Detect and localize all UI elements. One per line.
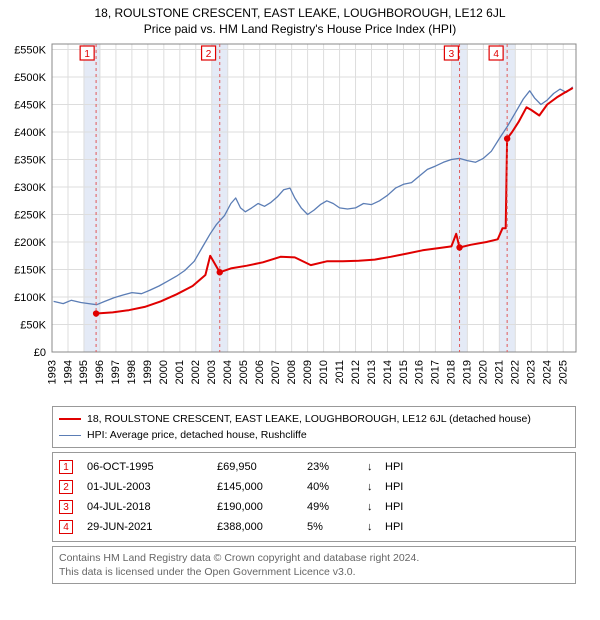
sale-date: 01-JUL-2003 — [87, 481, 217, 493]
svg-text:2015: 2015 — [398, 360, 410, 384]
sale-pct: 23% — [307, 461, 367, 473]
legend: 18, ROULSTONE CRESCENT, EAST LEAKE, LOUG… — [52, 406, 576, 448]
svg-text:2019: 2019 — [462, 360, 474, 384]
svg-text:2023: 2023 — [526, 360, 538, 384]
sale-marker: 4 — [59, 520, 73, 534]
svg-text:2013: 2013 — [366, 360, 378, 384]
down-arrow-icon: ↓ — [367, 481, 385, 493]
sale-pct: 40% — [307, 481, 367, 493]
sale-date: 29-JUN-2021 — [87, 521, 217, 533]
sale-pct: 5% — [307, 521, 367, 533]
svg-text:2006: 2006 — [254, 360, 266, 384]
sale-date: 04-JUL-2018 — [87, 501, 217, 513]
svg-text:2021: 2021 — [494, 360, 506, 384]
svg-text:2016: 2016 — [414, 360, 426, 384]
svg-text:1999: 1999 — [142, 360, 154, 384]
chart-title-address: 18, ROULSTONE CRESCENT, EAST LEAKE, LOUG… — [10, 6, 590, 20]
svg-text:2004: 2004 — [222, 360, 234, 384]
svg-text:2010: 2010 — [318, 360, 330, 384]
svg-text:2022: 2022 — [510, 360, 522, 384]
svg-text:2012: 2012 — [350, 360, 362, 384]
line-chart: £0 £50K £100K £150K £200K £250K £300K £350K £400… — [0, 38, 600, 398]
svg-text:1994: 1994 — [62, 360, 74, 384]
hpi-label: HPI — [385, 521, 415, 533]
svg-text:2002: 2002 — [190, 360, 202, 384]
svg-text:2000: 2000 — [158, 360, 170, 384]
svg-text:2009: 2009 — [302, 360, 314, 384]
sale-marker: 3 — [59, 500, 73, 514]
svg-text:2020: 2020 — [478, 360, 490, 384]
sale-price: £145,000 — [217, 481, 307, 493]
svg-text:£350K: £350K — [14, 155, 46, 167]
sales-row: 1 06-OCT-1995£69,95023%↓HPI — [59, 457, 569, 477]
svg-text:£450K: £450K — [14, 100, 46, 112]
svg-text:£500K: £500K — [14, 72, 46, 84]
svg-text:2007: 2007 — [270, 360, 282, 384]
svg-text:1: 1 — [84, 49, 90, 60]
svg-text:2017: 2017 — [430, 360, 442, 384]
sale-price: £388,000 — [217, 521, 307, 533]
svg-text:£250K: £250K — [14, 210, 46, 222]
svg-text:£150K: £150K — [14, 265, 46, 277]
svg-text:4: 4 — [493, 49, 499, 60]
svg-text:£50K: £50K — [20, 320, 46, 332]
svg-text:£100K: £100K — [14, 292, 46, 304]
sale-date: 06-OCT-1995 — [87, 461, 217, 473]
svg-text:2018: 2018 — [446, 360, 458, 384]
sale-marker: 1 — [59, 460, 73, 474]
sale-pct: 49% — [307, 501, 367, 513]
sale-marker: 2 — [59, 480, 73, 494]
page: 18, ROULSTONE CRESCENT, EAST LEAKE, LOUG… — [0, 0, 600, 584]
hpi-label: HPI — [385, 461, 415, 473]
hpi-label: HPI — [385, 481, 415, 493]
legend-swatch — [59, 435, 81, 436]
svg-text:£550K: £550K — [14, 45, 46, 57]
svg-text:1998: 1998 — [126, 360, 138, 384]
svg-text:2001: 2001 — [174, 360, 186, 384]
attribution-line: This data is licensed under the Open Gov… — [59, 565, 569, 579]
attribution: Contains HM Land Registry data © Crown c… — [52, 546, 576, 584]
svg-text:£300K: £300K — [14, 182, 46, 194]
svg-text:1997: 1997 — [110, 360, 122, 384]
sales-row: 3 04-JUL-2018£190,00049%↓HPI — [59, 497, 569, 517]
sale-price: £69,950 — [217, 461, 307, 473]
svg-text:2: 2 — [206, 49, 212, 60]
svg-text:2003: 2003 — [206, 360, 218, 384]
sale-price: £190,000 — [217, 501, 307, 513]
chart-titles: 18, ROULSTONE CRESCENT, EAST LEAKE, LOUG… — [0, 0, 600, 38]
legend-item: 18, ROULSTONE CRESCENT, EAST LEAKE, LOUG… — [59, 411, 569, 427]
svg-text:£0: £0 — [34, 347, 46, 359]
down-arrow-icon: ↓ — [367, 501, 385, 513]
svg-text:2024: 2024 — [542, 360, 554, 384]
svg-text:1993: 1993 — [46, 360, 58, 384]
sales-row: 4 29-JUN-2021£388,0005%↓HPI — [59, 517, 569, 537]
svg-text:2005: 2005 — [238, 360, 250, 384]
svg-text:£200K: £200K — [14, 237, 46, 249]
sales-table: 106-OCT-1995£69,95023%↓HPI201-JUL-2003£1… — [52, 452, 576, 542]
svg-text:2008: 2008 — [286, 360, 298, 384]
svg-text:1996: 1996 — [94, 360, 106, 384]
legend-label: HPI: Average price, detached house, Rush… — [87, 429, 307, 441]
down-arrow-icon: ↓ — [367, 461, 385, 473]
svg-text:£400K: £400K — [14, 127, 46, 139]
svg-text:1995: 1995 — [78, 360, 90, 384]
legend-item: HPI: Average price, detached house, Rush… — [59, 427, 569, 443]
sales-row: 2 01-JUL-2003£145,00040%↓HPI — [59, 477, 569, 497]
legend-swatch — [59, 418, 81, 420]
down-arrow-icon: ↓ — [367, 521, 385, 533]
chart-area: £0 £50K £100K £150K £200K £250K £300K £350K £400… — [0, 38, 600, 398]
svg-text:2014: 2014 — [382, 360, 394, 384]
svg-text:2025: 2025 — [558, 360, 570, 384]
chart-subtitle: Price paid vs. HM Land Registry's House … — [10, 22, 590, 36]
svg-text:3: 3 — [449, 49, 455, 60]
attribution-line: Contains HM Land Registry data © Crown c… — [59, 551, 569, 565]
hpi-label: HPI — [385, 501, 415, 513]
svg-text:2011: 2011 — [334, 360, 346, 384]
legend-label: 18, ROULSTONE CRESCENT, EAST LEAKE, LOUG… — [87, 413, 531, 425]
